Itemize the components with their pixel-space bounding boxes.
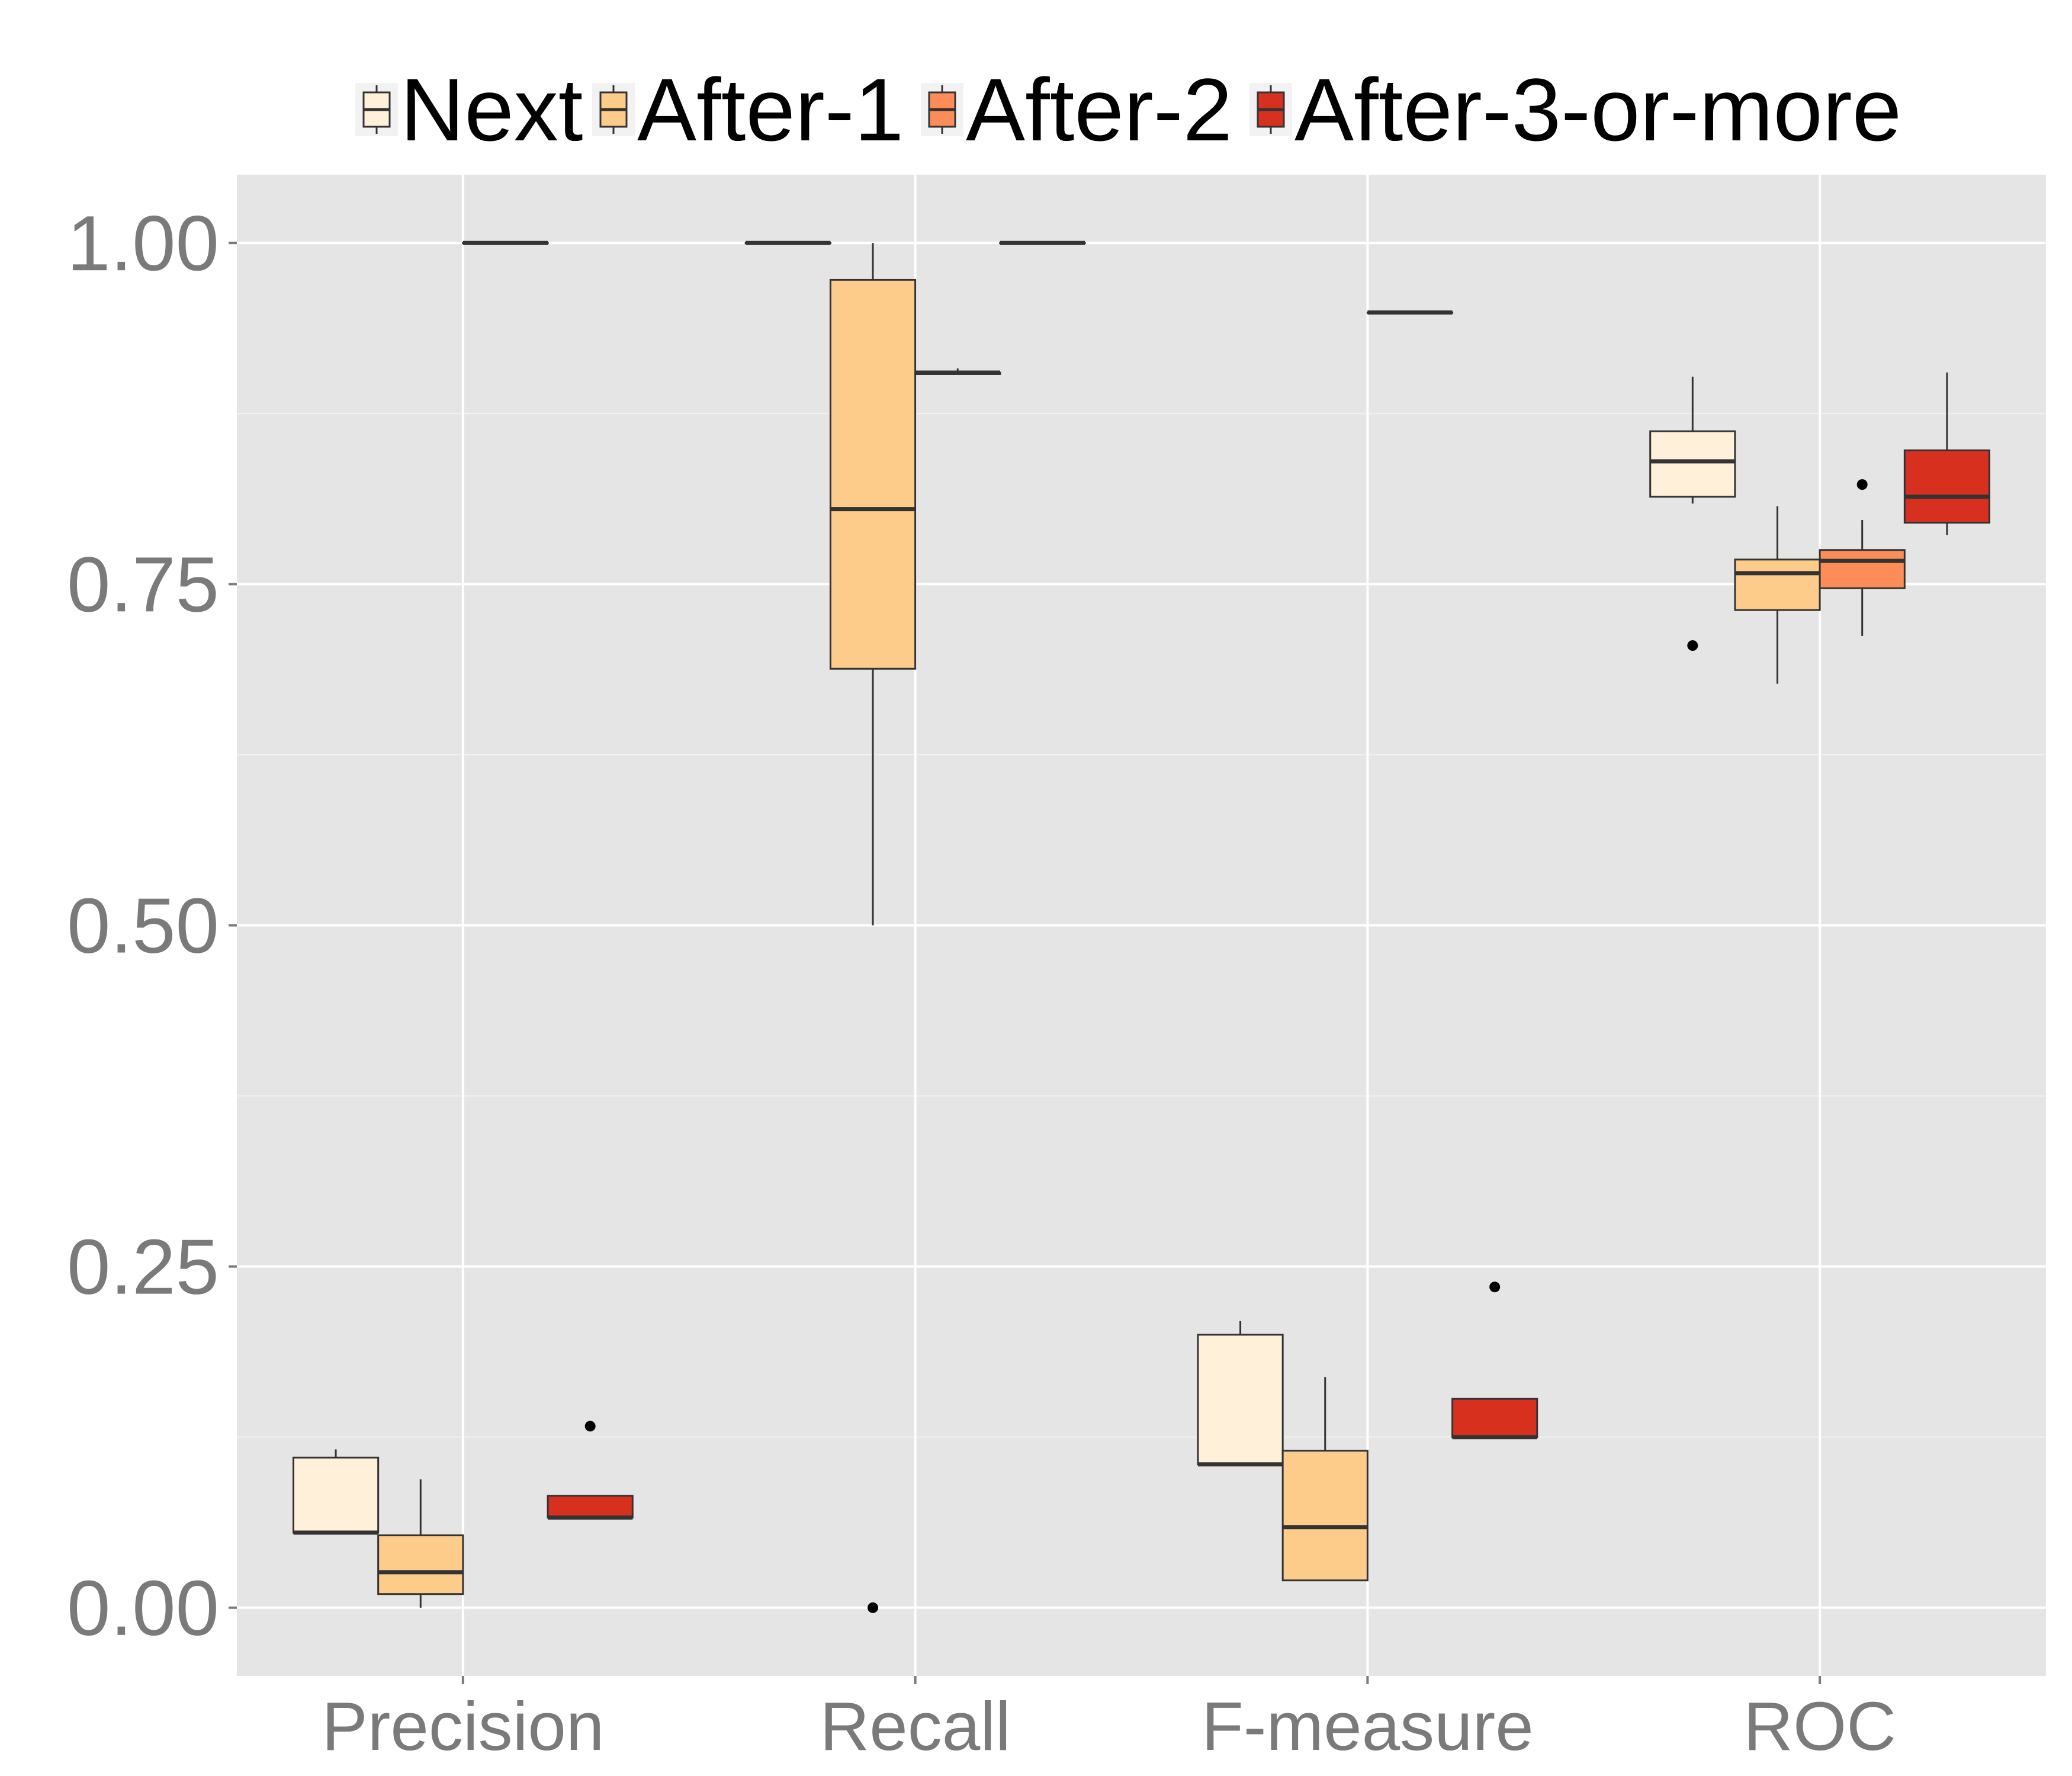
outlier-point	[1489, 1282, 1501, 1293]
y-tick-label: 0.50	[67, 882, 219, 969]
y-axis: 0.00 0.25 0.50 0.75 1.00	[67, 200, 237, 1652]
x-axis: Precision Recall F-measure ROC	[322, 1676, 1896, 1765]
box-body	[1734, 558, 1821, 611]
box-body	[1281, 1450, 1369, 1582]
box-body	[829, 278, 917, 670]
legend-item-after-1: After-1	[592, 60, 904, 159]
box-body	[1197, 1334, 1284, 1466]
box-body	[1903, 449, 1991, 524]
legend-item-after-3-or-more: After-3-or-more	[1249, 60, 1901, 159]
legend-item-next: Next	[355, 60, 583, 159]
box-body	[292, 1456, 380, 1534]
box-after-1-precision	[377, 1479, 464, 1608]
box-after-3-or-more-roc	[1903, 372, 1991, 535]
legend-label: After-3-or-more	[1294, 60, 1901, 159]
box-body	[1649, 430, 1736, 498]
y-tick-label: 0.00	[67, 1565, 219, 1652]
legend-label: After-2	[966, 60, 1232, 159]
legend-label: Next	[400, 60, 583, 159]
y-tick-label: 0.25	[67, 1223, 219, 1311]
y-tick-label: 0.75	[67, 541, 219, 628]
legend-item-after-2: After-2	[921, 60, 1232, 159]
box-after-1-roc	[1734, 506, 1821, 684]
outlier-point	[584, 1421, 596, 1432]
box-body	[1451, 1398, 1538, 1438]
y-tick-label: 1.00	[67, 200, 219, 287]
x-tick-label: F-measure	[1202, 1688, 1534, 1765]
box-after-2-roc	[1819, 479, 1906, 636]
box-after-3-or-more-f-measure	[1451, 1282, 1538, 1440]
box-body	[1819, 549, 1906, 589]
legend-label: After-1	[637, 60, 904, 159]
box-after-3-or-more-precision	[547, 1421, 634, 1520]
box-after-1-recall	[829, 243, 917, 1613]
box-next-roc	[1649, 377, 1736, 651]
box-after-1-f-measure	[1281, 1377, 1369, 1582]
box-next-precision	[292, 1449, 380, 1535]
box-after-2-recall	[914, 368, 1001, 375]
x-tick-label: Recall	[820, 1688, 1010, 1765]
box-body	[547, 1495, 634, 1519]
legend: Next After-1 After-2 After-3-or-more	[355, 60, 1901, 159]
box-series	[292, 240, 1991, 1613]
box-body	[377, 1534, 464, 1595]
outlier-point	[1856, 479, 1868, 490]
box-next-f-measure	[1197, 1321, 1284, 1467]
x-tick-label: ROC	[1743, 1688, 1896, 1765]
outlier-point	[868, 1602, 879, 1613]
outlier-point	[1687, 640, 1698, 651]
x-tick-label: Precision	[322, 1688, 604, 1765]
